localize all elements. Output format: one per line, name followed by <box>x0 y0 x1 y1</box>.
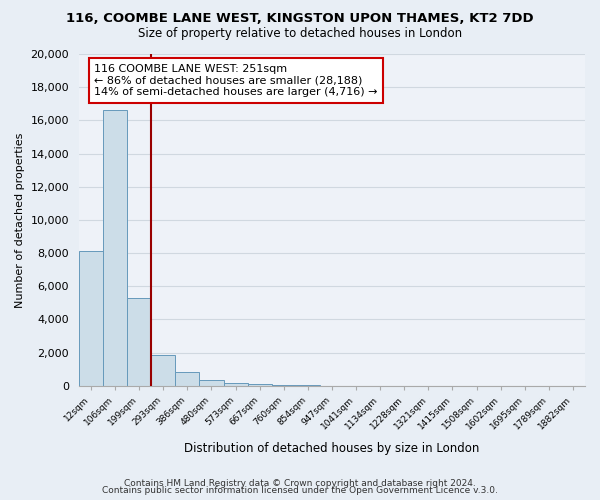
Y-axis label: Number of detached properties: Number of detached properties <box>15 132 25 308</box>
Bar <box>103 110 127 386</box>
Text: 116, COOMBE LANE WEST, KINGSTON UPON THAMES, KT2 7DD: 116, COOMBE LANE WEST, KINGSTON UPON THA… <box>66 12 534 26</box>
Bar <box>272 385 296 386</box>
Bar <box>199 380 224 386</box>
Bar <box>79 252 103 386</box>
X-axis label: Distribution of detached houses by size in London: Distribution of detached houses by size … <box>184 442 479 455</box>
Text: 116 COOMBE LANE WEST: 251sqm
← 86% of detached houses are smaller (28,188)
14% o: 116 COOMBE LANE WEST: 251sqm ← 86% of de… <box>94 64 377 97</box>
Text: Contains public sector information licensed under the Open Government Licence v.: Contains public sector information licen… <box>102 486 498 495</box>
Bar <box>151 355 175 386</box>
Text: Size of property relative to detached houses in London: Size of property relative to detached ho… <box>138 28 462 40</box>
Bar <box>248 384 272 386</box>
Text: Contains HM Land Registry data © Crown copyright and database right 2024.: Contains HM Land Registry data © Crown c… <box>124 478 476 488</box>
Bar <box>175 372 199 386</box>
Bar <box>127 298 151 386</box>
Bar <box>224 383 248 386</box>
